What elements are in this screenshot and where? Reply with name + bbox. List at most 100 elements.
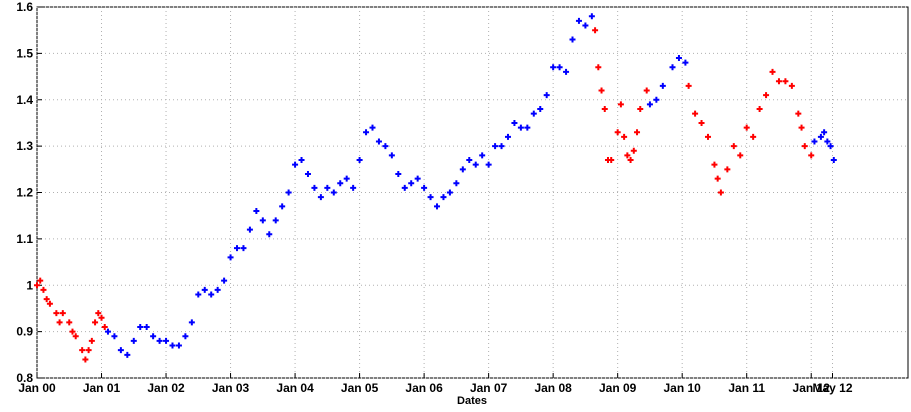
point: [711, 161, 718, 168]
point: [588, 13, 595, 20]
point: [782, 78, 789, 85]
point: [34, 282, 40, 289]
point: [182, 333, 189, 340]
x-tick-label: Jan 02: [147, 381, 185, 395]
point: [582, 22, 589, 29]
point: [79, 347, 86, 354]
y-tick-label: 1.6: [16, 0, 33, 14]
x-tick-label: Jan 00: [18, 381, 56, 395]
point: [817, 133, 824, 140]
point: [498, 143, 505, 150]
point: [175, 342, 182, 349]
point: [298, 157, 305, 164]
x-tick-label: Jan 04: [276, 381, 314, 395]
point: [37, 277, 44, 284]
point: [827, 143, 834, 150]
point: [756, 106, 763, 113]
point: [434, 203, 441, 210]
point: [685, 82, 692, 89]
y-tick-label: 1.5: [16, 46, 33, 60]
x-tick-label: Jan 08: [534, 381, 572, 395]
point: [246, 226, 253, 233]
point: [43, 296, 50, 303]
point: [234, 245, 241, 252]
point: [227, 254, 234, 261]
y-tick-label: 0.8: [16, 371, 33, 385]
point: [56, 319, 63, 326]
point: [143, 323, 150, 330]
point: [82, 356, 89, 363]
y-tick-label: 1.2: [16, 186, 33, 200]
point: [369, 124, 376, 131]
point: [550, 64, 557, 71]
point: [66, 319, 73, 326]
point: [630, 147, 637, 154]
point: [395, 170, 402, 177]
point: [137, 323, 144, 330]
point: [621, 133, 628, 140]
point: [466, 157, 473, 164]
point: [595, 64, 602, 71]
point: [769, 68, 776, 75]
y-tick-label: 1: [26, 278, 33, 292]
point: [163, 337, 170, 344]
point: [775, 78, 782, 85]
x-tick-label: May 12: [812, 381, 852, 395]
point: [169, 342, 176, 349]
point: [811, 138, 818, 145]
point: [479, 152, 486, 159]
point: [795, 110, 802, 117]
point: [669, 64, 676, 71]
point: [408, 180, 415, 187]
point: [717, 189, 724, 196]
point: [214, 286, 221, 293]
point: [46, 300, 53, 307]
point: [637, 106, 644, 113]
point: [130, 337, 137, 344]
point: [440, 194, 447, 201]
point: [556, 64, 563, 71]
point: [698, 119, 705, 126]
point: [421, 184, 428, 191]
point: [124, 351, 131, 358]
point: [563, 68, 570, 75]
point: [524, 124, 531, 131]
point: [643, 87, 650, 94]
point: [195, 291, 202, 298]
point: [617, 101, 624, 108]
point: [730, 143, 737, 150]
point: [208, 291, 215, 298]
point: [743, 124, 750, 131]
y-tick-label: 0.9: [16, 325, 33, 339]
point: [401, 184, 408, 191]
point: [317, 194, 324, 201]
point: [453, 180, 460, 187]
point: [343, 175, 350, 182]
point: [285, 189, 292, 196]
point: [675, 55, 682, 62]
point: [350, 184, 357, 191]
x-tick-label: Jan 03: [212, 381, 250, 395]
point: [156, 337, 163, 344]
point: [608, 157, 615, 164]
point: [659, 82, 666, 89]
point: [337, 180, 344, 187]
point: [646, 101, 653, 108]
point: [682, 59, 689, 66]
point: [388, 152, 395, 159]
point: [634, 129, 641, 136]
point: [272, 217, 279, 224]
x-axis-label: Dates: [457, 395, 487, 407]
point: [324, 184, 331, 191]
y-tick-label: 1.1: [16, 232, 33, 246]
point: [188, 319, 195, 326]
point: [253, 208, 260, 215]
point: [150, 333, 157, 340]
point: [221, 277, 228, 284]
point: [724, 166, 731, 173]
point: [704, 133, 711, 140]
point: [375, 138, 382, 145]
point: [569, 36, 576, 43]
point: [692, 110, 699, 117]
